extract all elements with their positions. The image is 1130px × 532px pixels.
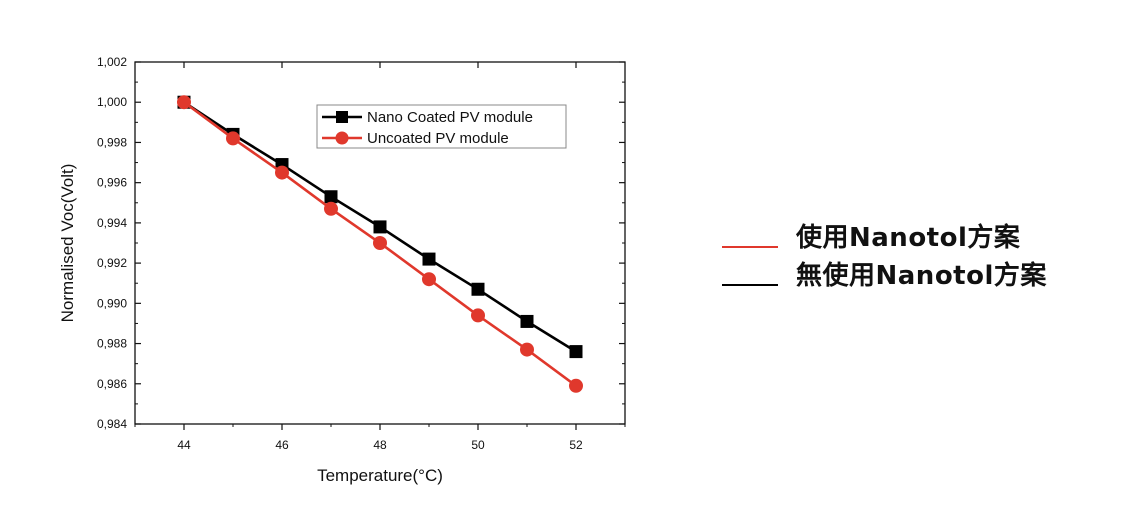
data-point-circle — [422, 272, 436, 287]
side-legend-swatch — [722, 284, 778, 286]
x-tick-label: 52 — [569, 438, 583, 452]
data-point-circle — [226, 131, 240, 146]
side-legend-item: 無使用Nanotol方案 — [722, 254, 1047, 292]
data-point-square — [324, 190, 338, 204]
y-tick-label: 0,998 — [97, 135, 127, 149]
legend-uncoated-label: Uncoated PV module — [367, 130, 509, 147]
side-legend-item: 使用Nanotol方案 — [722, 216, 1047, 254]
data-point-square — [373, 220, 387, 234]
y-tick-label: 1,000 — [97, 95, 127, 109]
x-axis: 44 46 48 50 52 — [134, 62, 626, 452]
data-point-circle — [324, 201, 338, 216]
x-tick-label: 50 — [471, 438, 485, 452]
x-axis-title: Temperature(°C) — [317, 466, 443, 485]
data-point-square — [520, 314, 534, 328]
y-tick-label: 0,986 — [97, 377, 127, 391]
y-tick-label: 0,996 — [97, 176, 127, 190]
data-point-circle — [569, 378, 583, 393]
legend-nano-label: Nano Coated PV module — [367, 109, 533, 126]
side-legend-label: 使用Nanotol方案 — [796, 222, 1021, 253]
data-point-square — [471, 282, 485, 296]
y-tick-label: 0,994 — [97, 216, 127, 230]
data-point-circle — [520, 342, 534, 357]
side-legend-swatch — [722, 246, 778, 248]
side-legend: 使用Nanotol方案 無使用Nanotol方案 — [722, 216, 1047, 292]
y-tick-label: 0,988 — [97, 337, 127, 351]
data-point-circle — [373, 236, 387, 250]
series-layer — [177, 95, 583, 393]
y-axis: 0,984 0,986 0,988 0,990 0,992 0,994 0,996 0,998… — [97, 55, 625, 431]
legend-nano-marker — [336, 111, 348, 123]
y-tick-label: 1,002 — [97, 55, 127, 69]
y-tick-label: 0,990 — [97, 296, 127, 310]
legend-box — [316, 104, 567, 149]
side-legend-label: 無使用Nanotol方案 — [796, 260, 1047, 291]
legend-uncoated-marker — [335, 131, 349, 145]
chart-legend: Nano Coated PV module Uncoated PV module — [316, 104, 567, 149]
x-tick-label: 46 — [275, 438, 289, 452]
y-tick-label: 0,992 — [97, 256, 127, 270]
data-point-circle — [275, 165, 289, 180]
data-point-square — [569, 345, 583, 359]
x-tick-label: 44 — [177, 438, 191, 452]
data-point-square — [422, 252, 436, 266]
data-point-circle — [177, 95, 191, 110]
data-point-circle — [471, 308, 485, 323]
y-tick-label: 0,984 — [97, 417, 127, 431]
x-tick-label: 48 — [373, 438, 387, 452]
y-axis-title: Normalised Voc(Volt) — [58, 164, 77, 323]
